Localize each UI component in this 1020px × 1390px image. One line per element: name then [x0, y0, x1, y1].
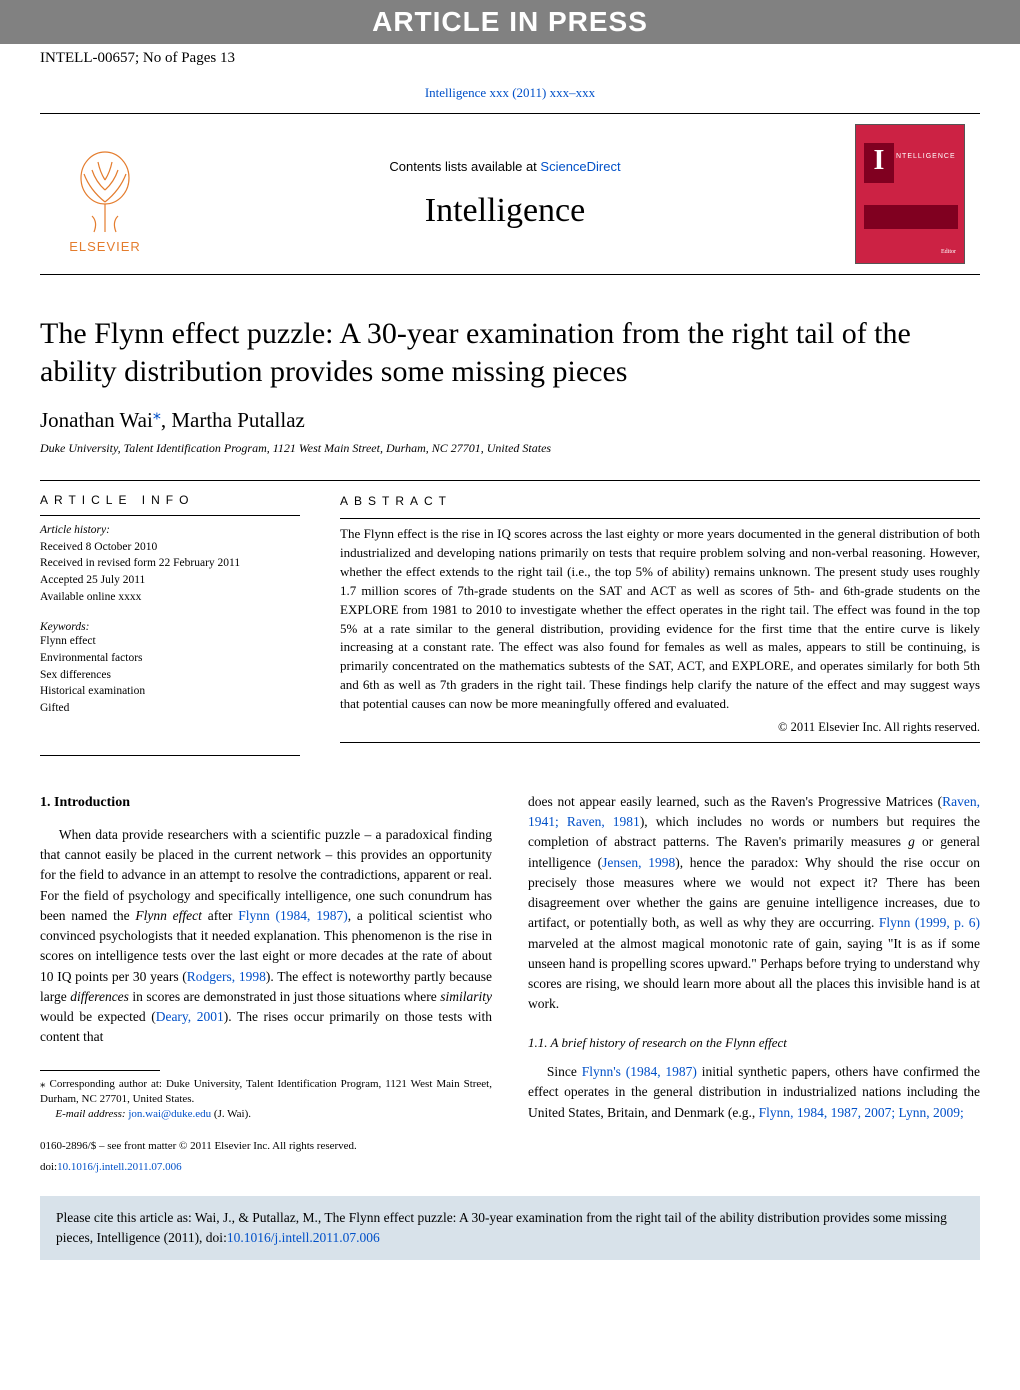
elsevier-brand-text: ELSEVIER [69, 239, 141, 254]
article-title: The Flynn effect puzzle: A 30-year exami… [40, 315, 980, 390]
contents-available-line: Contents lists available at ScienceDirec… [170, 159, 840, 174]
sciencedirect-link[interactable]: ScienceDirect [540, 159, 620, 174]
citation-link[interactable]: Rodgers, 1998 [187, 969, 266, 984]
author-list: Jonathan Wai⁎, Martha Putallaz [40, 404, 980, 433]
doi-line: doi:10.1016/j.intell.2011.07.006 [40, 1160, 492, 1175]
section-heading-introduction: 1. Introduction [40, 792, 492, 813]
email-who: (J. Wai). [211, 1108, 251, 1120]
keyword: Sex differences [40, 667, 300, 684]
keyword: Gifted [40, 700, 300, 717]
history-received: Received 8 October 2010 [40, 539, 300, 556]
citation-link[interactable]: Flynn's (1984, 1987) [582, 1064, 697, 1079]
citation-link[interactable]: Jensen, 1998 [602, 855, 675, 870]
keywords-block: Keywords: Flynn effect Environmental fac… [40, 621, 300, 716]
journal-cover-col: I NTELLIGENCE Editor [840, 124, 980, 264]
citation-link[interactable]: Deary, 2001 [156, 1009, 224, 1024]
body-paragraph: When data provide researchers with a sci… [40, 825, 492, 1048]
publisher-logo-col: ELSEVIER [40, 134, 170, 254]
email-footnote: E-mail address: jon.wai@duke.edu (J. Wai… [40, 1107, 492, 1122]
divider [340, 742, 980, 743]
abstract-text: The Flynn effect is the rise in IQ score… [340, 525, 980, 713]
document-id: INTELL-00657; No of Pages 13 [0, 44, 1020, 85]
abstract-heading: ABSTRACT [340, 493, 980, 510]
cover-ntelligence-text: NTELLIGENCE [896, 153, 956, 160]
term-differences: differences [70, 989, 129, 1004]
cover-stripe [864, 205, 958, 229]
citation-text: Please cite this article as: Wai, J., & … [56, 1210, 947, 1245]
author-2: , Martha Putallaz [161, 408, 305, 432]
article-content: The Flynn effect puzzle: A 30-year exami… [0, 315, 1020, 1176]
keyword: Flynn effect [40, 633, 300, 650]
corresponding-author-footnote: ⁎ Corresponding author at: Duke Universi… [40, 1077, 492, 1108]
term-similarity: similarity [440, 989, 492, 1004]
history-label: Article history: [40, 524, 110, 536]
abstract-copyright: © 2011 Elsevier Inc. All rights reserved… [340, 718, 980, 736]
cover-editor-text: Editor [941, 249, 956, 255]
text-run: would be expected ( [40, 1009, 156, 1024]
email-label: E-mail address: [55, 1108, 128, 1120]
citation-link[interactable]: Flynn (1984, 1987) [238, 908, 347, 923]
cover-letter-i: I [864, 143, 894, 183]
author-1: Jonathan Wai [40, 408, 153, 432]
divider [40, 515, 300, 516]
term-flynn-effect: Flynn effect [135, 908, 202, 923]
article-info-left: ARTICLE INFO Article history: Received 8… [40, 493, 300, 743]
history-accepted: Accepted 25 July 2011 [40, 572, 300, 589]
text-run: does not appear easily learned, such as … [528, 794, 942, 809]
journal-reference: Intelligence xxx (2011) xxx–xxx [0, 85, 1020, 101]
text-run: in scores are demonstrated in just those… [129, 989, 440, 1004]
section-heading-history: 1.1. A brief history of research on the … [528, 1033, 980, 1053]
citation-link[interactable]: Flynn, 1984, 1987, 2007; Lynn, 2009; [759, 1105, 964, 1120]
doi-link[interactable]: 10.1016/j.intell.2011.07.006 [57, 1161, 182, 1173]
elsevier-tree-icon [70, 150, 140, 235]
keyword: Historical examination [40, 683, 300, 700]
footnotes-block: ⁎ Corresponding author at: Duke Universi… [40, 1070, 492, 1176]
citation-link[interactable]: Flynn (1999, p. 6) [879, 915, 980, 930]
body-paragraph: Since Flynn's (1984, 1987) initial synth… [528, 1062, 980, 1123]
keyword: Environmental factors [40, 650, 300, 667]
text-run: marveled at the almost magical monotonic… [528, 936, 980, 1012]
email-link[interactable]: jon.wai@duke.edu [128, 1108, 211, 1120]
please-cite-box: Please cite this article as: Wai, J., & … [40, 1196, 980, 1261]
citation-doi-link[interactable]: 10.1016/j.intell.2011.07.006 [227, 1230, 380, 1245]
elsevier-logo: ELSEVIER [50, 134, 160, 254]
footnote-rule [40, 1070, 160, 1071]
body-paragraph: does not appear easily learned, such as … [528, 792, 980, 1015]
divider [40, 755, 300, 756]
article-body: 1. Introduction When data provide resear… [40, 792, 980, 1176]
term-g: g [908, 834, 915, 849]
masthead: ELSEVIER Contents lists available at Sci… [40, 113, 980, 275]
contents-available-text: Contents lists available at [389, 159, 540, 174]
masthead-center: Contents lists available at ScienceDirec… [170, 159, 840, 230]
divider [340, 518, 980, 519]
article-info-row: ARTICLE INFO Article history: Received 8… [40, 481, 980, 755]
article-info-heading: ARTICLE INFO [40, 493, 300, 507]
keywords-label: Keywords: [40, 621, 89, 633]
in-press-banner: ARTICLE IN PRESS [0, 0, 1020, 44]
article-history: Article history: Received 8 October 2010… [40, 522, 300, 605]
front-matter-copyright: 0160-2896/$ – see front matter © 2011 El… [40, 1139, 492, 1154]
affiliation: Duke University, Talent Identification P… [40, 441, 980, 456]
corresponding-author-symbol: ⁎ [153, 406, 161, 423]
history-online: Available online xxxx [40, 589, 300, 606]
history-revised: Received in revised form 22 February 201… [40, 555, 300, 572]
abstract-column: ABSTRACT The Flynn effect is the rise in… [340, 493, 980, 743]
journal-title: Intelligence [170, 192, 840, 230]
text-run: Since [547, 1064, 582, 1079]
text-run: after [202, 908, 238, 923]
doi-label: doi: [40, 1161, 57, 1173]
journal-cover-thumbnail: I NTELLIGENCE Editor [855, 124, 965, 264]
